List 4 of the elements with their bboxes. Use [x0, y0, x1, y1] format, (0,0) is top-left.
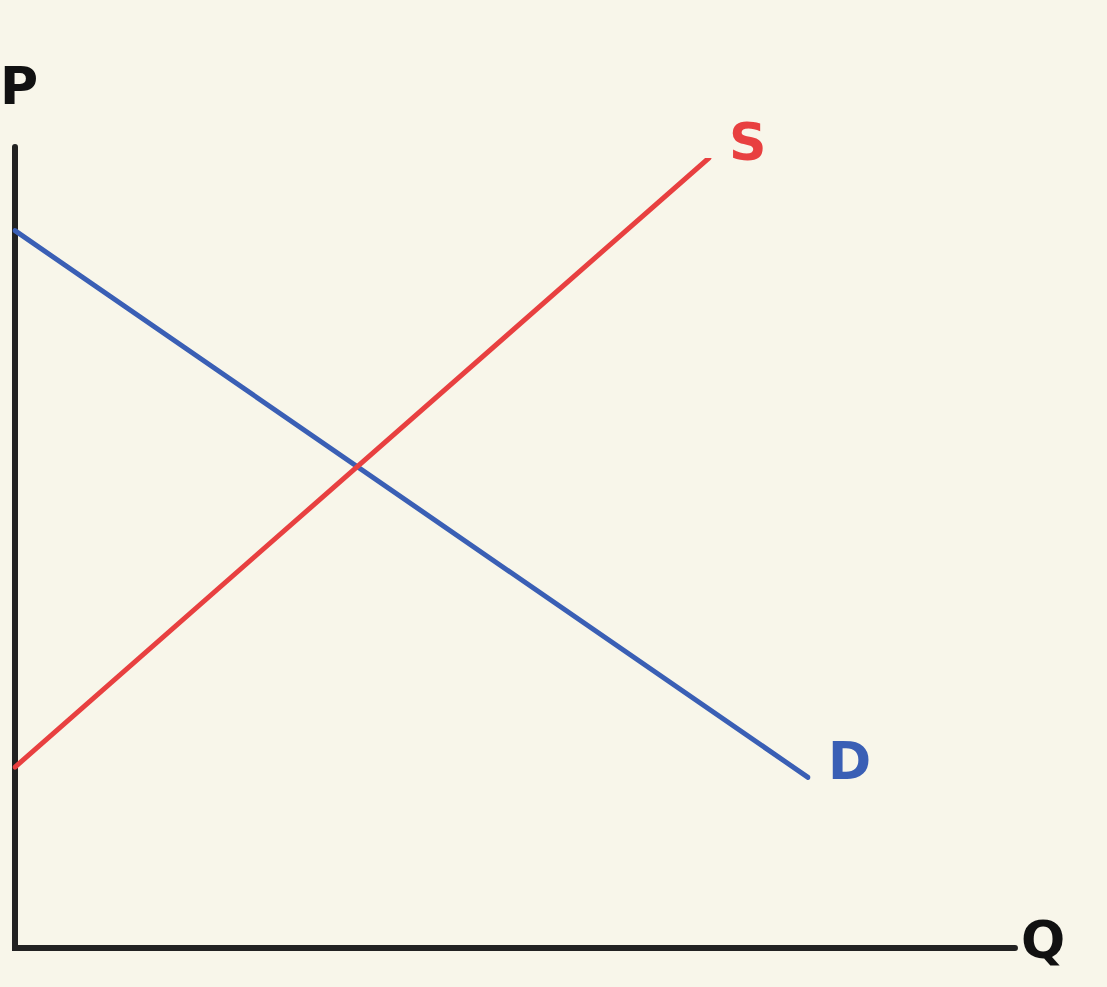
x-axis-title: Q [1021, 909, 1066, 970]
series-label: D [828, 730, 872, 791]
series-label: S [728, 111, 767, 172]
y-axis-title: P [0, 55, 39, 116]
